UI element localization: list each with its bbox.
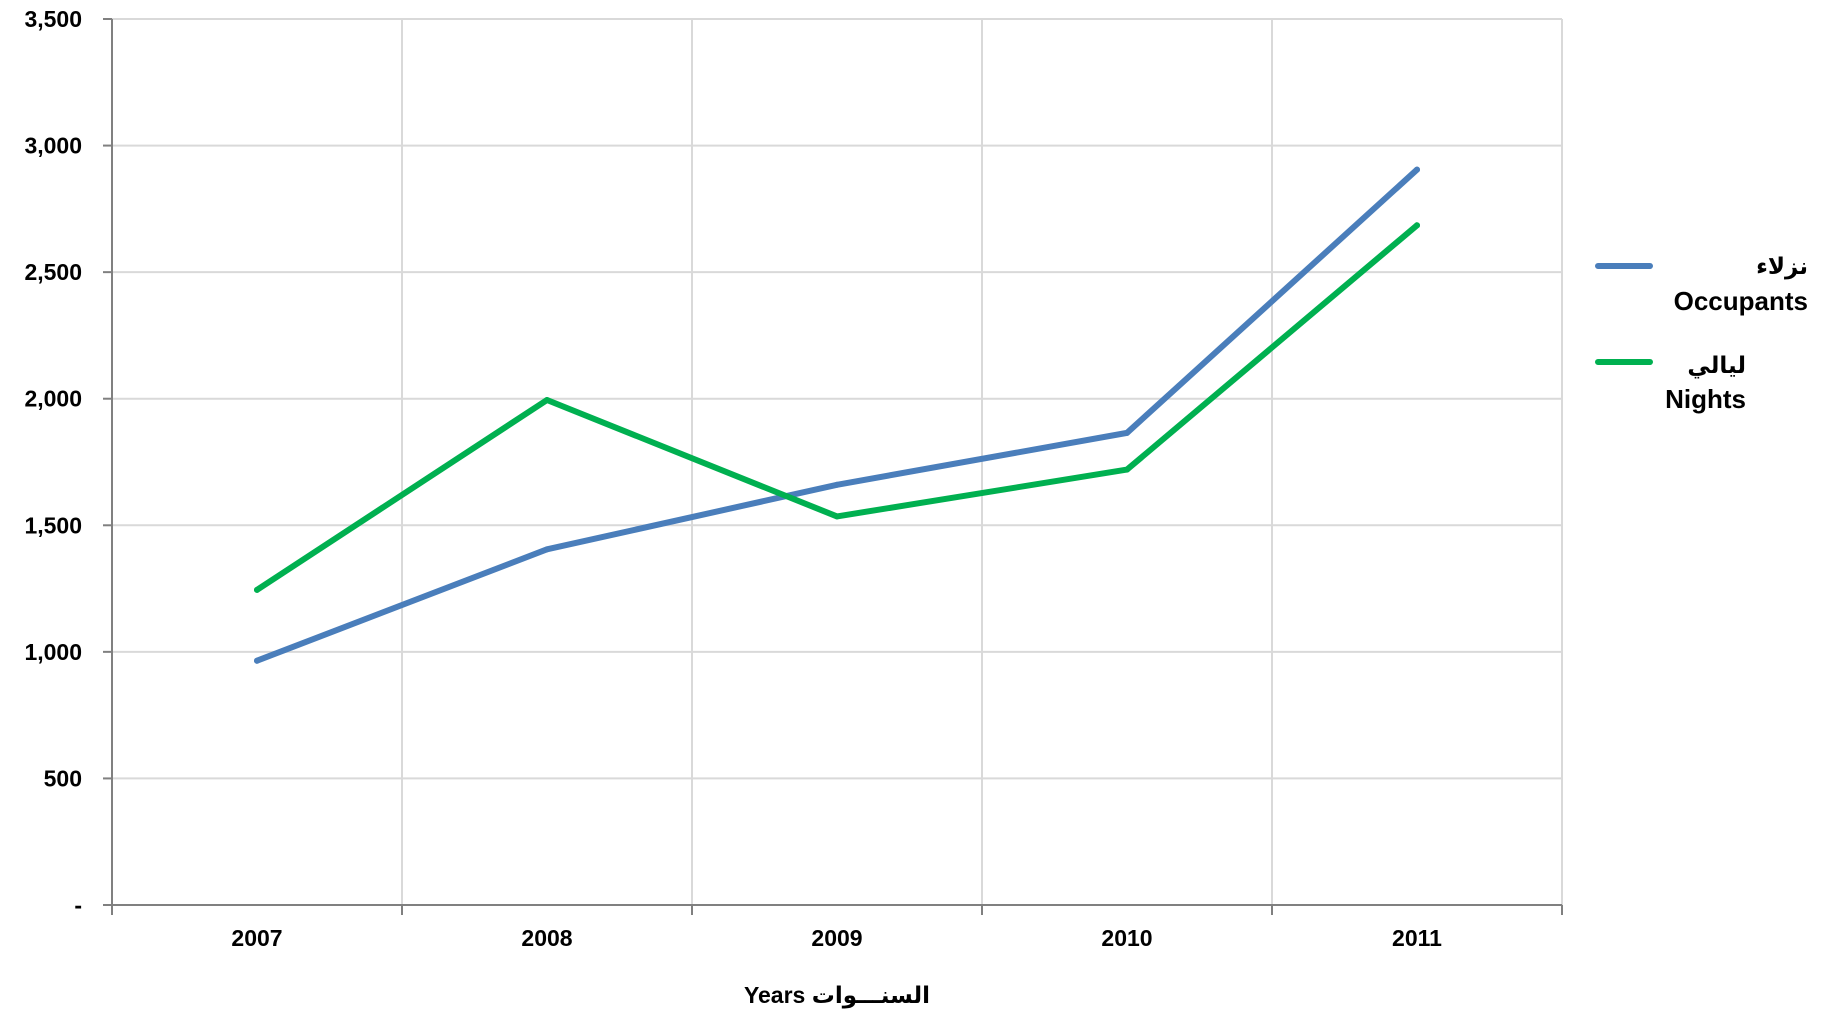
- gridlines: [112, 18, 1563, 905]
- legend-label-english: Occupants: [1674, 286, 1808, 316]
- x-tick-label: 2007: [231, 925, 282, 951]
- series-line-nights: [254, 222, 1420, 593]
- y-tick-label: -: [74, 892, 82, 918]
- data-point-occupants: [1414, 166, 1420, 173]
- y-tick-label: 500: [44, 765, 82, 791]
- data-point-occupants: [544, 546, 550, 553]
- data-point-occupants: [254, 657, 260, 664]
- legend-label-arabic: نزلاء: [1756, 253, 1808, 280]
- x-tick-label: 2011: [1392, 925, 1442, 951]
- x-axis-title: Years السنـــوات: [744, 982, 930, 1009]
- series-lines: [254, 166, 1420, 664]
- data-point-nights: [254, 586, 260, 593]
- data-point-occupants: [1124, 429, 1130, 436]
- data-point-nights: [834, 513, 840, 520]
- y-tick-label: 1,000: [24, 639, 82, 665]
- y-tick-label: 2,500: [24, 259, 82, 285]
- axes: [103, 18, 1563, 915]
- data-point-nights: [1124, 466, 1130, 473]
- legend-label-arabic: ليالي: [1687, 352, 1746, 379]
- x-tick-label: 2010: [1101, 925, 1152, 951]
- data-point-occupants: [834, 481, 840, 488]
- y-tick-label: 3,500: [24, 6, 82, 32]
- data-point-nights: [544, 396, 550, 403]
- x-tick-label: 2008: [521, 925, 572, 951]
- axis-labels: - 500 1,000 1,500 2,000 2,500 3,000 3,500 2007 20…: [24, 6, 1442, 1009]
- data-point-nights: [1414, 222, 1420, 229]
- x-tick-label: 2009: [811, 925, 862, 951]
- y-tick-label: 3,000: [24, 133, 82, 159]
- legend-label-english: Nights: [1665, 384, 1746, 414]
- y-tick-label: 1,500: [24, 512, 82, 538]
- legend: نزلاء Occupants ليالي Nights: [1595, 253, 1808, 414]
- y-tick-label: 2,000: [24, 386, 82, 412]
- series-line-occupants: [254, 166, 1420, 664]
